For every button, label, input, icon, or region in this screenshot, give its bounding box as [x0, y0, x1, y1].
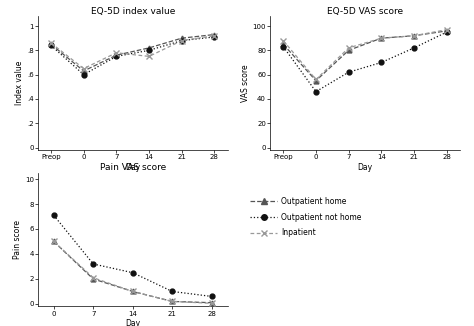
Title: Pain VAS score: Pain VAS score	[100, 163, 166, 172]
X-axis label: Day: Day	[125, 163, 140, 172]
X-axis label: Day: Day	[357, 163, 373, 172]
Y-axis label: Pain score: Pain score	[13, 220, 22, 259]
Y-axis label: Index value: Index value	[15, 61, 24, 105]
Legend: Outpatient home, Outpatient not home, Inpatient: Outpatient home, Outpatient not home, In…	[250, 197, 361, 237]
Title: EQ-5D VAS score: EQ-5D VAS score	[327, 7, 403, 16]
Title: EQ-5D index value: EQ-5D index value	[91, 7, 175, 16]
X-axis label: Day: Day	[125, 319, 140, 326]
Y-axis label: VAS score: VAS score	[241, 64, 250, 102]
